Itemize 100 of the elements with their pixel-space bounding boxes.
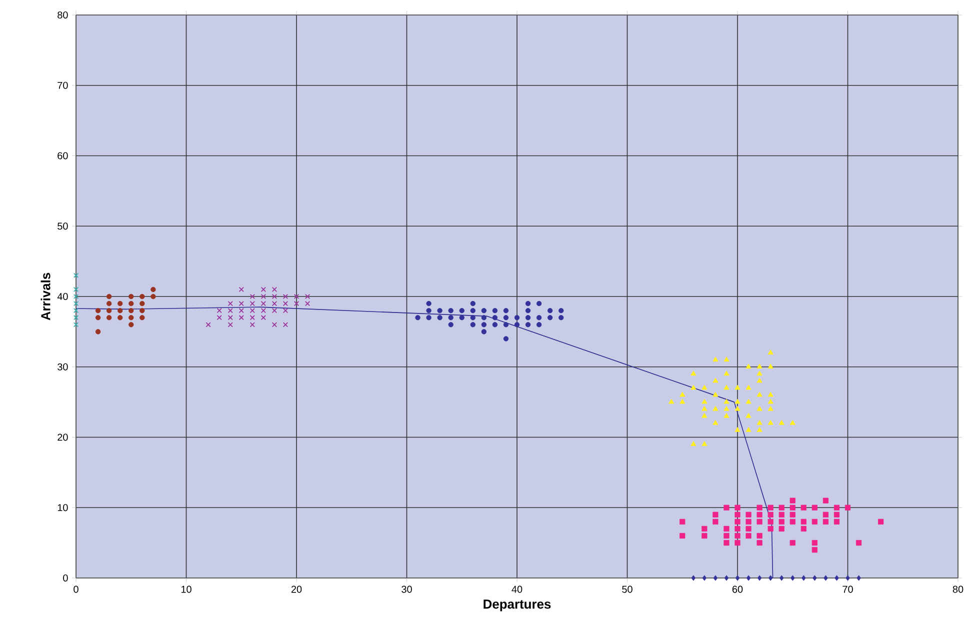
y-axis-title: Arrivals [40,272,50,320]
point [140,315,145,320]
point [238,315,244,320]
point [260,315,266,320]
point [547,308,553,314]
point [756,392,762,397]
point [844,504,851,510]
point [724,540,730,546]
point [415,315,420,320]
point [779,575,784,581]
point [746,398,752,404]
point [536,322,542,328]
point [73,322,79,328]
point [724,370,730,376]
point [746,384,752,390]
point [140,300,145,306]
point [702,398,708,404]
point [724,412,730,418]
point [525,315,531,320]
point [691,575,696,581]
x-tick-label: 60 [732,586,743,593]
point [756,540,762,546]
point [756,427,762,432]
point [680,398,686,404]
point [128,294,134,300]
point [558,308,564,314]
point [260,286,266,292]
point [260,294,266,300]
y-tick-label: 60 [58,152,68,160]
point [734,406,740,411]
point [834,512,840,518]
point [734,398,740,404]
point [800,526,806,532]
point [768,398,774,404]
point [778,420,784,425]
point [800,504,806,510]
x-tick-label: 70 [842,586,853,593]
point [260,308,266,314]
point [834,518,840,524]
point [812,518,818,524]
point [250,322,255,328]
point [459,315,464,320]
point [536,300,542,306]
point [73,308,79,314]
point [525,322,531,328]
point [481,322,487,328]
point [790,420,796,425]
point [724,575,729,581]
point [272,322,278,328]
point [547,315,553,320]
point [514,322,520,328]
point [790,498,796,504]
point [492,308,498,314]
y-tick-label: 80 [58,11,68,19]
point [712,392,718,397]
point [756,518,762,524]
point [668,398,674,404]
point [790,575,795,581]
point [680,532,686,539]
point [822,518,828,524]
point [272,300,278,306]
point [470,315,476,320]
point [503,315,509,320]
x-tick-label: 40 [512,586,522,593]
point [856,575,861,581]
point [680,392,686,397]
point [73,294,79,300]
point [724,356,730,362]
point [702,575,707,581]
point [756,420,762,425]
point [73,286,79,292]
point [503,336,509,342]
point [118,300,123,306]
point [272,308,278,314]
point [216,315,222,320]
point [822,512,828,518]
point [228,315,233,320]
point [238,300,244,306]
point [106,300,112,306]
point [260,300,266,306]
point [514,315,520,320]
point [448,322,454,328]
point [712,518,718,524]
point [228,322,233,328]
point [426,300,432,306]
point [757,575,762,581]
x-tick-label: 20 [291,586,302,593]
point [734,518,740,524]
point [712,356,718,362]
point [282,308,288,314]
point [481,329,487,334]
point [250,294,255,300]
point [140,308,145,314]
point [690,370,696,376]
point [734,504,740,510]
point [150,294,156,300]
x-tick-label: 80 [952,586,964,593]
point [128,308,134,314]
point [272,294,278,300]
point [768,350,774,354]
